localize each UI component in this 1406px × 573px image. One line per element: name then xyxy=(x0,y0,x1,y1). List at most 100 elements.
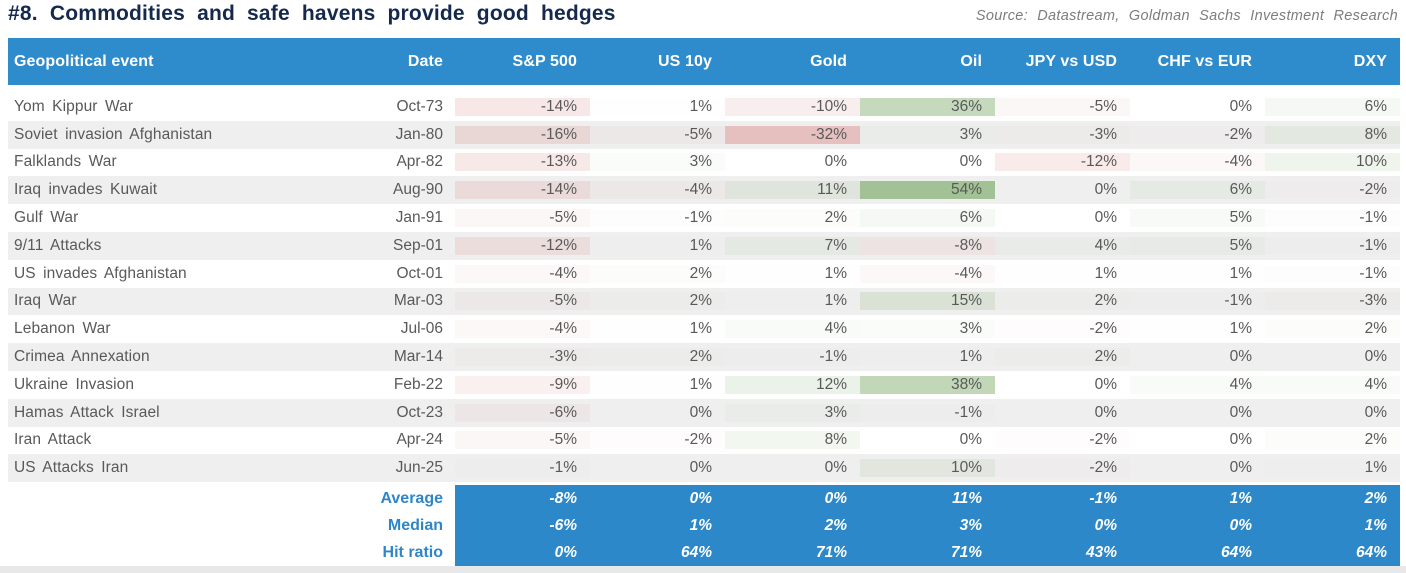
value-cell: 0% xyxy=(1094,375,1117,393)
value-cell: 4% xyxy=(1265,375,1400,394)
value-cell: 12% xyxy=(725,375,860,394)
summary-value-cell: 1% xyxy=(1364,516,1387,534)
value-cell: 8% xyxy=(1265,125,1400,144)
summary-value-cell: 64% xyxy=(1220,543,1252,561)
value-cell: -1% xyxy=(1359,209,1387,227)
value-cell: 3% xyxy=(590,153,725,171)
value-cell: 3% xyxy=(725,404,860,422)
value-cell: -3% xyxy=(455,348,590,367)
table-row: Iran Attack Apr-24 -5% -2% 8% 0% -2% 0% 2% xyxy=(8,427,1400,455)
summary-value-cell: 0% xyxy=(1094,516,1117,534)
column-header-date: Date xyxy=(407,52,443,70)
date-cell: Feb-22 xyxy=(393,375,443,393)
table-row: Gulf War Jan-91 -5% -1% 2% 6% 0% 5% -1% xyxy=(8,204,1400,232)
summary-label: Median xyxy=(387,516,443,534)
table-row: Lebanon War Jul-06 -4% 1% 4% 3% -2% 1% 2% xyxy=(8,315,1400,343)
value-cell: 36% xyxy=(860,97,995,116)
summary-value-cell: 1% xyxy=(1229,489,1252,507)
value-cell: 6% xyxy=(1130,181,1265,200)
date-cell: Jun-25 xyxy=(395,459,443,477)
date-cell: Jul-06 xyxy=(400,320,443,338)
value-cell: 0% xyxy=(1094,181,1117,199)
value-cell: 8% xyxy=(725,431,860,450)
date-cell: Apr-24 xyxy=(396,431,443,449)
value-cell: -5% xyxy=(590,125,725,144)
summary-value-cell: -6% xyxy=(549,516,577,534)
value-cell: 2% xyxy=(590,292,725,310)
column-header-geopolitical-event: Geopolitical event xyxy=(14,52,154,70)
value-cell: -1% xyxy=(1359,264,1387,282)
value-cell: -4% xyxy=(455,264,590,283)
value-cell: 0% xyxy=(1229,348,1252,366)
value-cell: -1% xyxy=(819,348,847,366)
bottom-divider xyxy=(0,566,1406,573)
table-body: Yom Kippur War Oct-73 -14% 1% -10% 36% -5% 0% 6%… xyxy=(8,93,1400,483)
summary-value-cell: 64% xyxy=(1355,543,1387,561)
event-cell: Iraq War xyxy=(14,292,77,310)
column-header-us-10y: US 10y xyxy=(658,52,712,70)
summary-row: Median -6% 1% 2% 3% 0% 0% 1% xyxy=(8,512,1400,540)
column-header-oil: Oil xyxy=(960,52,982,70)
date-cell: Oct-01 xyxy=(396,264,443,282)
value-cell: 0% xyxy=(1229,403,1252,421)
value-cell: 1% xyxy=(824,264,847,282)
table-row: US Attacks Iran Jun-25 -1% 0% 0% 10% -2% 0% 1% xyxy=(8,454,1400,483)
column-header-chf-vs-eur: CHF vs EUR xyxy=(1157,52,1252,70)
value-cell: -2% xyxy=(995,431,1130,449)
value-cell: 1% xyxy=(959,348,982,366)
value-cell: -2% xyxy=(995,459,1130,477)
summary-row: Hit ratio 0% 64% 71% 71% 43% 64% 64% xyxy=(8,539,1400,567)
value-cell: 4% xyxy=(1130,375,1265,394)
summary-values: -8% 0% 0% 11% -1% 1% 2% xyxy=(455,485,1400,513)
summary-value-cell: 71% xyxy=(950,543,982,561)
table-row: Crimea Annexation Mar-14 -3% 2% -1% 1% 2% 0% 0% xyxy=(8,343,1400,371)
value-cell: 2% xyxy=(1265,320,1400,338)
value-cell: 0% xyxy=(959,153,982,171)
value-cell: 0% xyxy=(1094,209,1117,227)
column-header-s-p-500: S&P 500 xyxy=(512,52,577,70)
value-cell: -4% xyxy=(1130,153,1265,172)
value-cell: 1% xyxy=(1229,320,1252,338)
summary-value-cell: 3% xyxy=(959,516,982,534)
value-cell: 0% xyxy=(824,153,847,171)
value-cell: 7% xyxy=(725,236,860,255)
table-row: Iraq invades Kuwait Aug-90 -14% -4% 11% 54% 0%… xyxy=(8,176,1400,205)
value-cell: 4% xyxy=(995,236,1130,255)
event-cell: Ukraine Invasion xyxy=(14,375,135,393)
event-cell: Crimea Annexation xyxy=(14,348,150,366)
summary-value-cell: 64% xyxy=(680,543,712,561)
value-cell: -2% xyxy=(1130,126,1265,144)
table-row: Iraq War Mar-03 -5% 2% 1% 15% 2% -1% -3% xyxy=(8,287,1400,316)
event-cell: US Attacks Iran xyxy=(14,459,129,477)
value-cell: 11% xyxy=(725,181,860,200)
column-header-dxy: DXY xyxy=(1353,52,1387,70)
value-cell: 1% xyxy=(689,236,712,254)
value-cell: -5% xyxy=(455,431,590,450)
summary-value-cell: 0% xyxy=(554,543,577,561)
value-cell: 0% xyxy=(689,403,712,421)
table-header-row: Geopolitical event Date S&P 500 US 10y Gold O… xyxy=(8,38,1400,85)
value-cell: 0% xyxy=(1229,431,1252,449)
value-cell: 1% xyxy=(689,97,712,115)
value-cell: 3% xyxy=(860,320,995,338)
value-cell: -14% xyxy=(455,181,590,200)
summary-value-cell: 0% xyxy=(689,489,712,507)
value-cell: 0% xyxy=(689,459,712,477)
value-cell: -1% xyxy=(549,459,577,477)
value-cell: -2% xyxy=(1265,181,1400,199)
summary-value-cell: 1% xyxy=(689,516,712,534)
date-cell: Oct-73 xyxy=(396,97,443,115)
value-cell: 2% xyxy=(590,265,725,283)
date-cell: Aug-90 xyxy=(393,181,443,199)
value-cell: -1% xyxy=(954,403,982,421)
table-row: US invades Afghanistan Oct-01 -4% 2% 1% -4% 1%… xyxy=(8,260,1400,288)
value-cell: 10% xyxy=(1265,153,1400,172)
value-cell: 2% xyxy=(995,292,1130,310)
event-cell: US invades Afghanistan xyxy=(14,264,187,282)
value-cell: 15% xyxy=(860,292,995,311)
value-cell: 1% xyxy=(1364,459,1387,477)
value-cell: -3% xyxy=(995,125,1130,144)
column-header-gold: Gold xyxy=(810,52,847,70)
value-cell: -1% xyxy=(684,209,712,227)
